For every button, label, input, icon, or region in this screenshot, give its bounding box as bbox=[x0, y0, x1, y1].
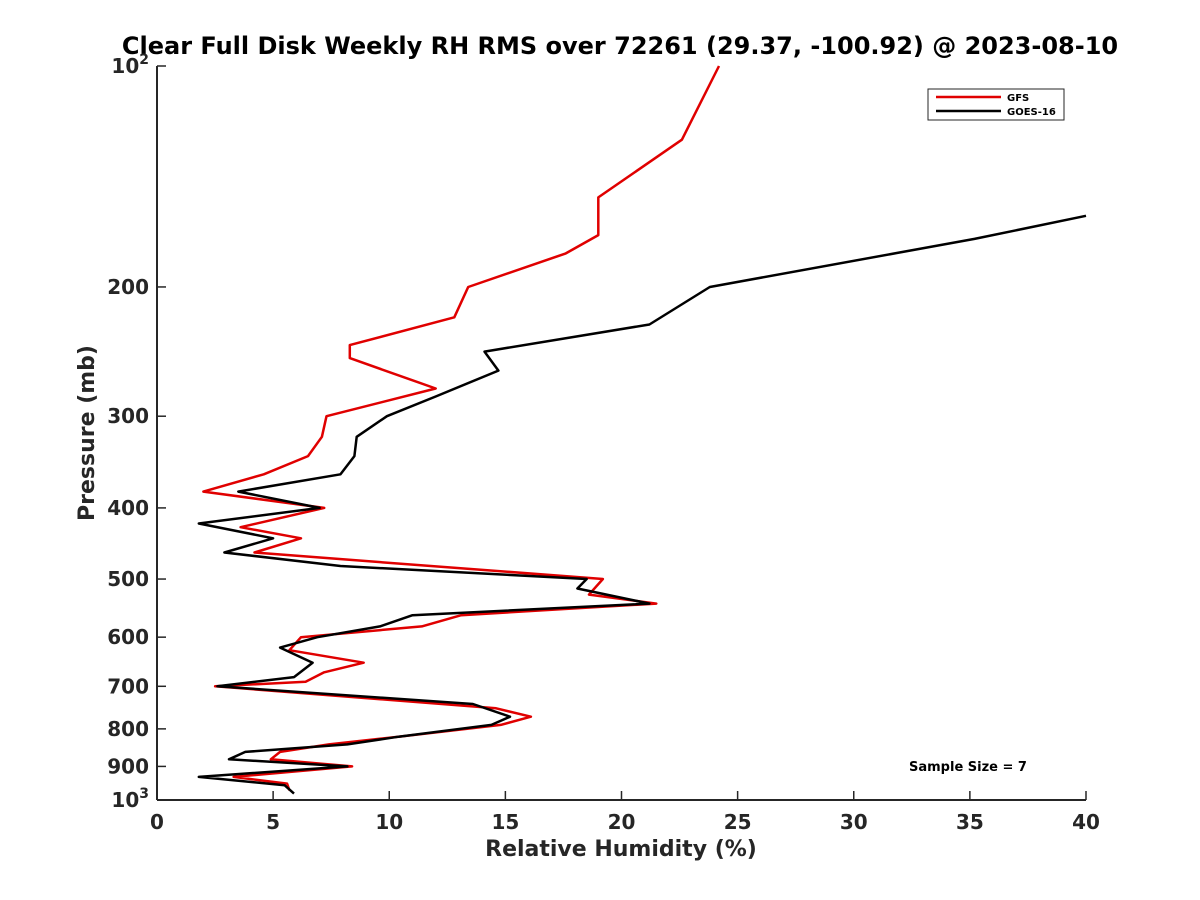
x-axis-label: Relative Humidity (%) bbox=[485, 837, 757, 862]
x-axis-ticks: 0 5 10 15 20 25 30 35 40 bbox=[150, 791, 1100, 834]
x-tick-label: 35 bbox=[956, 810, 984, 834]
y-tick-label: 600 bbox=[107, 625, 149, 649]
legend-label-goes16: GOES-16 bbox=[1007, 107, 1056, 118]
series-line-gfs bbox=[202, 65, 721, 791]
x-tick-label: 5 bbox=[266, 810, 280, 834]
legend: GFS GOES-16 bbox=[927, 88, 1065, 121]
chart-title: Clear Full Disk Weekly RH RMS over 72261… bbox=[122, 32, 1118, 60]
x-tick-label: 15 bbox=[491, 810, 519, 834]
x-tick-label: 30 bbox=[840, 810, 868, 834]
y-tick-label: 103 bbox=[111, 786, 149, 812]
y-axis-label: Pressure (mb) bbox=[75, 345, 100, 521]
x-tick-label: 25 bbox=[724, 810, 752, 834]
y-tick-label: 200 bbox=[107, 275, 149, 299]
x-tick-label: 40 bbox=[1072, 810, 1100, 834]
series-line-goes-16 bbox=[197, 214, 1087, 795]
legend-label-gfs: GFS bbox=[1007, 93, 1029, 104]
y-tick-label: 102 bbox=[111, 52, 149, 78]
y-tick-label: 700 bbox=[107, 674, 149, 698]
legend-box bbox=[927, 88, 1065, 121]
y-tick-label: 800 bbox=[107, 717, 149, 741]
y-tick-label: 300 bbox=[107, 404, 149, 428]
y-axis-ticks: 102 200 300 400 500 600 700 800 900 103 bbox=[107, 52, 166, 812]
series-layer bbox=[197, 65, 1087, 795]
y-tick-label: 900 bbox=[107, 754, 149, 778]
y-tick-label: 500 bbox=[107, 567, 149, 591]
axes-layer bbox=[156, 66, 1086, 801]
y-tick-label: 400 bbox=[107, 496, 149, 520]
x-tick-label: 0 bbox=[150, 810, 164, 834]
x-tick-label: 20 bbox=[608, 810, 636, 834]
x-tick-label: 10 bbox=[375, 810, 403, 834]
sample-size-annotation: Sample Size = 7 bbox=[909, 760, 1027, 775]
